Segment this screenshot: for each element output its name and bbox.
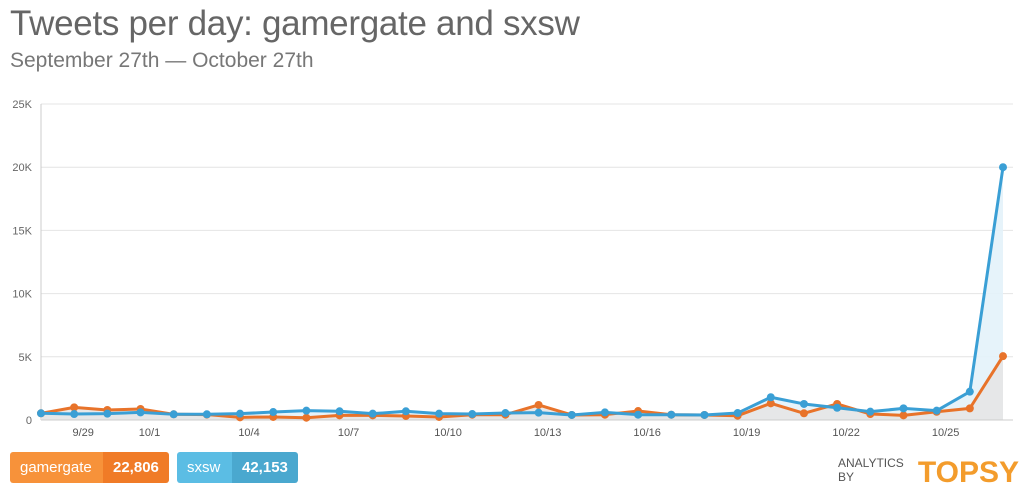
point-gamergate (302, 413, 311, 422)
point-sxsw (600, 408, 609, 417)
line-gamergate (40, 355, 1005, 420)
y-tick-label: 0 (26, 415, 32, 427)
point-gamergate (766, 399, 775, 408)
point-sxsw (700, 410, 709, 419)
point-sxsw (965, 387, 974, 396)
point-gamergate (965, 404, 974, 413)
x-tick-label: 10/7 (338, 427, 359, 439)
point-sxsw (169, 410, 178, 419)
point-gamergate (799, 409, 808, 418)
y-tick-label: 5K (19, 352, 33, 364)
x-tick-label: 10/22 (832, 427, 860, 439)
point-sxsw (766, 393, 775, 402)
x-tick-label: 9/29 (72, 427, 93, 439)
x-tick-label: 10/10 (434, 427, 462, 439)
x-tick-label: 10/13 (534, 427, 562, 439)
legend-total: 22,806 (103, 452, 169, 483)
point-sxsw (37, 409, 45, 418)
point-gamergate (999, 352, 1007, 361)
point-sxsw (932, 406, 941, 415)
point-sxsw (999, 163, 1007, 172)
point-sxsw (534, 408, 543, 417)
point-sxsw (435, 409, 444, 418)
point-sxsw (667, 410, 676, 419)
y-tick-label: 20K (12, 162, 32, 174)
x-tick-label: 10/25 (932, 427, 960, 439)
point-sxsw (202, 410, 211, 419)
point-sxsw (634, 410, 643, 419)
point-sxsw (136, 408, 145, 417)
point-sxsw (269, 408, 278, 417)
x-tick-label: 10/16 (633, 427, 661, 439)
legend-label: gamergate (10, 452, 103, 483)
x-tick-label: 10/19 (733, 427, 761, 439)
point-sxsw (866, 407, 875, 416)
y-tick-label: 10K (12, 289, 32, 301)
point-sxsw (567, 410, 576, 419)
point-gamergate (899, 411, 908, 420)
topsy-branding: ANALYTICS BY TOPSY (838, 456, 1019, 489)
point-sxsw (70, 410, 79, 419)
tweets-line-chart: 0 5K 10K 15K 20K 25K 9/29 10/1 10/4 10/7 10/10 10/1… (12, 99, 1013, 439)
chart-subtitle: September 27th — October 27th (10, 49, 314, 72)
line-sxsw (40, 166, 1005, 417)
point-sxsw (401, 407, 410, 416)
topsy-logo: TOPSY (917, 456, 1019, 489)
point-sxsw (103, 409, 112, 418)
point-gamergate (534, 400, 543, 409)
point-sxsw (799, 399, 808, 408)
x-tick-label: 10/4 (238, 427, 259, 439)
point-sxsw (468, 410, 477, 419)
legend-sxsw[interactable]: sxsw 42,153 (177, 452, 298, 483)
legend-label: sxsw (177, 452, 232, 483)
point-sxsw (335, 407, 344, 416)
point-sxsw (236, 409, 245, 418)
y-tick-label: 15K (12, 225, 32, 237)
point-gamergate (70, 403, 79, 412)
legend-total: 42,153 (232, 452, 298, 483)
point-sxsw (368, 409, 377, 418)
analytics-by-label: ANALYTICS BY (838, 456, 904, 484)
x-tick-label: 10/1 (139, 427, 160, 439)
chart-title: Tweets per day: gamergate and sxsw (10, 4, 580, 43)
point-sxsw (302, 406, 311, 415)
y-tick-label: 25K (12, 99, 32, 111)
point-sxsw (899, 404, 908, 413)
point-sxsw (501, 409, 510, 418)
point-sxsw (733, 409, 742, 418)
legend-gamergate[interactable]: gamergate 22,806 (10, 452, 169, 483)
point-sxsw (833, 403, 842, 412)
